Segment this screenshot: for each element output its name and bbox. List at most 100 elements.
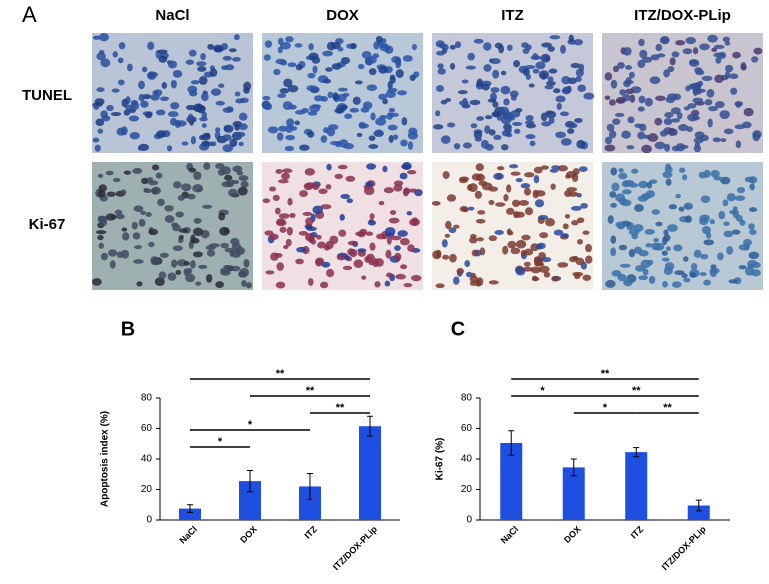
cell — [215, 100, 225, 106]
cell — [535, 61, 546, 70]
cell — [141, 66, 148, 73]
cell — [222, 144, 234, 153]
cell — [136, 281, 143, 287]
cell — [317, 241, 326, 249]
cell — [277, 93, 287, 99]
cell — [151, 186, 162, 195]
cell — [170, 79, 177, 89]
cell — [664, 262, 675, 271]
cell — [683, 277, 691, 283]
cell — [94, 98, 105, 106]
cell — [528, 83, 535, 88]
cell — [674, 270, 685, 276]
cell — [91, 278, 102, 286]
column-header: ITZ — [501, 7, 524, 24]
cell — [496, 166, 505, 171]
cell — [610, 247, 617, 257]
cell — [276, 218, 286, 225]
cell — [731, 229, 741, 235]
cell — [198, 76, 208, 85]
cell — [685, 37, 696, 45]
cell — [400, 264, 408, 270]
cell — [500, 70, 507, 76]
cell — [339, 214, 345, 221]
cell — [576, 139, 586, 149]
cell — [484, 125, 491, 134]
cell — [286, 226, 293, 236]
cell — [546, 80, 556, 86]
cell — [295, 64, 303, 71]
cell — [276, 132, 284, 141]
cell — [362, 101, 373, 110]
cell — [475, 218, 486, 224]
cell — [488, 280, 499, 285]
cell — [134, 245, 142, 250]
cell — [371, 258, 379, 268]
cell — [498, 44, 505, 54]
cell — [388, 112, 399, 118]
cell — [325, 184, 332, 190]
cell — [337, 164, 348, 170]
significance-label: ** — [663, 402, 672, 414]
cell — [400, 139, 408, 147]
cell — [105, 170, 114, 176]
cell — [553, 88, 561, 94]
cell — [456, 267, 465, 275]
cell — [617, 61, 625, 69]
cell — [241, 279, 247, 288]
cell — [509, 90, 519, 98]
cell — [567, 128, 575, 134]
cell — [391, 56, 401, 64]
cell — [583, 92, 595, 100]
cell — [201, 123, 207, 128]
cell — [367, 220, 377, 226]
cell — [320, 96, 328, 102]
cell — [113, 177, 121, 183]
cell — [647, 133, 659, 142]
cell — [188, 49, 197, 57]
cell — [338, 229, 347, 237]
cell — [545, 218, 555, 227]
cell — [336, 254, 346, 261]
cell — [705, 231, 712, 239]
cell — [185, 59, 195, 65]
cell — [638, 95, 646, 104]
cell — [243, 87, 250, 94]
cell — [385, 232, 395, 238]
cell — [735, 101, 742, 108]
cell — [722, 199, 729, 207]
cell — [98, 184, 108, 192]
cell — [192, 227, 204, 237]
cell — [540, 53, 551, 63]
cell — [346, 198, 353, 204]
cell — [273, 68, 281, 76]
cell — [347, 248, 355, 256]
y-tick-label: 60 — [141, 423, 153, 434]
cell — [279, 60, 288, 66]
cell — [524, 65, 536, 70]
x-tick-label: ITZ — [629, 524, 646, 541]
cell — [269, 233, 279, 240]
cell — [572, 255, 579, 261]
cell — [238, 175, 249, 182]
cell — [483, 64, 492, 72]
cell — [171, 259, 178, 268]
cell — [453, 224, 460, 229]
cell — [145, 212, 152, 218]
cell — [534, 199, 545, 208]
cell — [471, 249, 479, 257]
cell — [132, 232, 141, 240]
cell — [741, 121, 752, 129]
cell — [287, 62, 297, 68]
cell — [189, 90, 198, 97]
cell — [222, 107, 234, 113]
cell — [521, 234, 531, 241]
cell — [562, 223, 569, 230]
cell — [97, 128, 104, 134]
cell — [522, 48, 530, 54]
cell — [555, 95, 566, 103]
cell — [515, 177, 523, 183]
cell — [644, 229, 655, 235]
cell — [110, 215, 117, 220]
cell — [435, 85, 445, 92]
